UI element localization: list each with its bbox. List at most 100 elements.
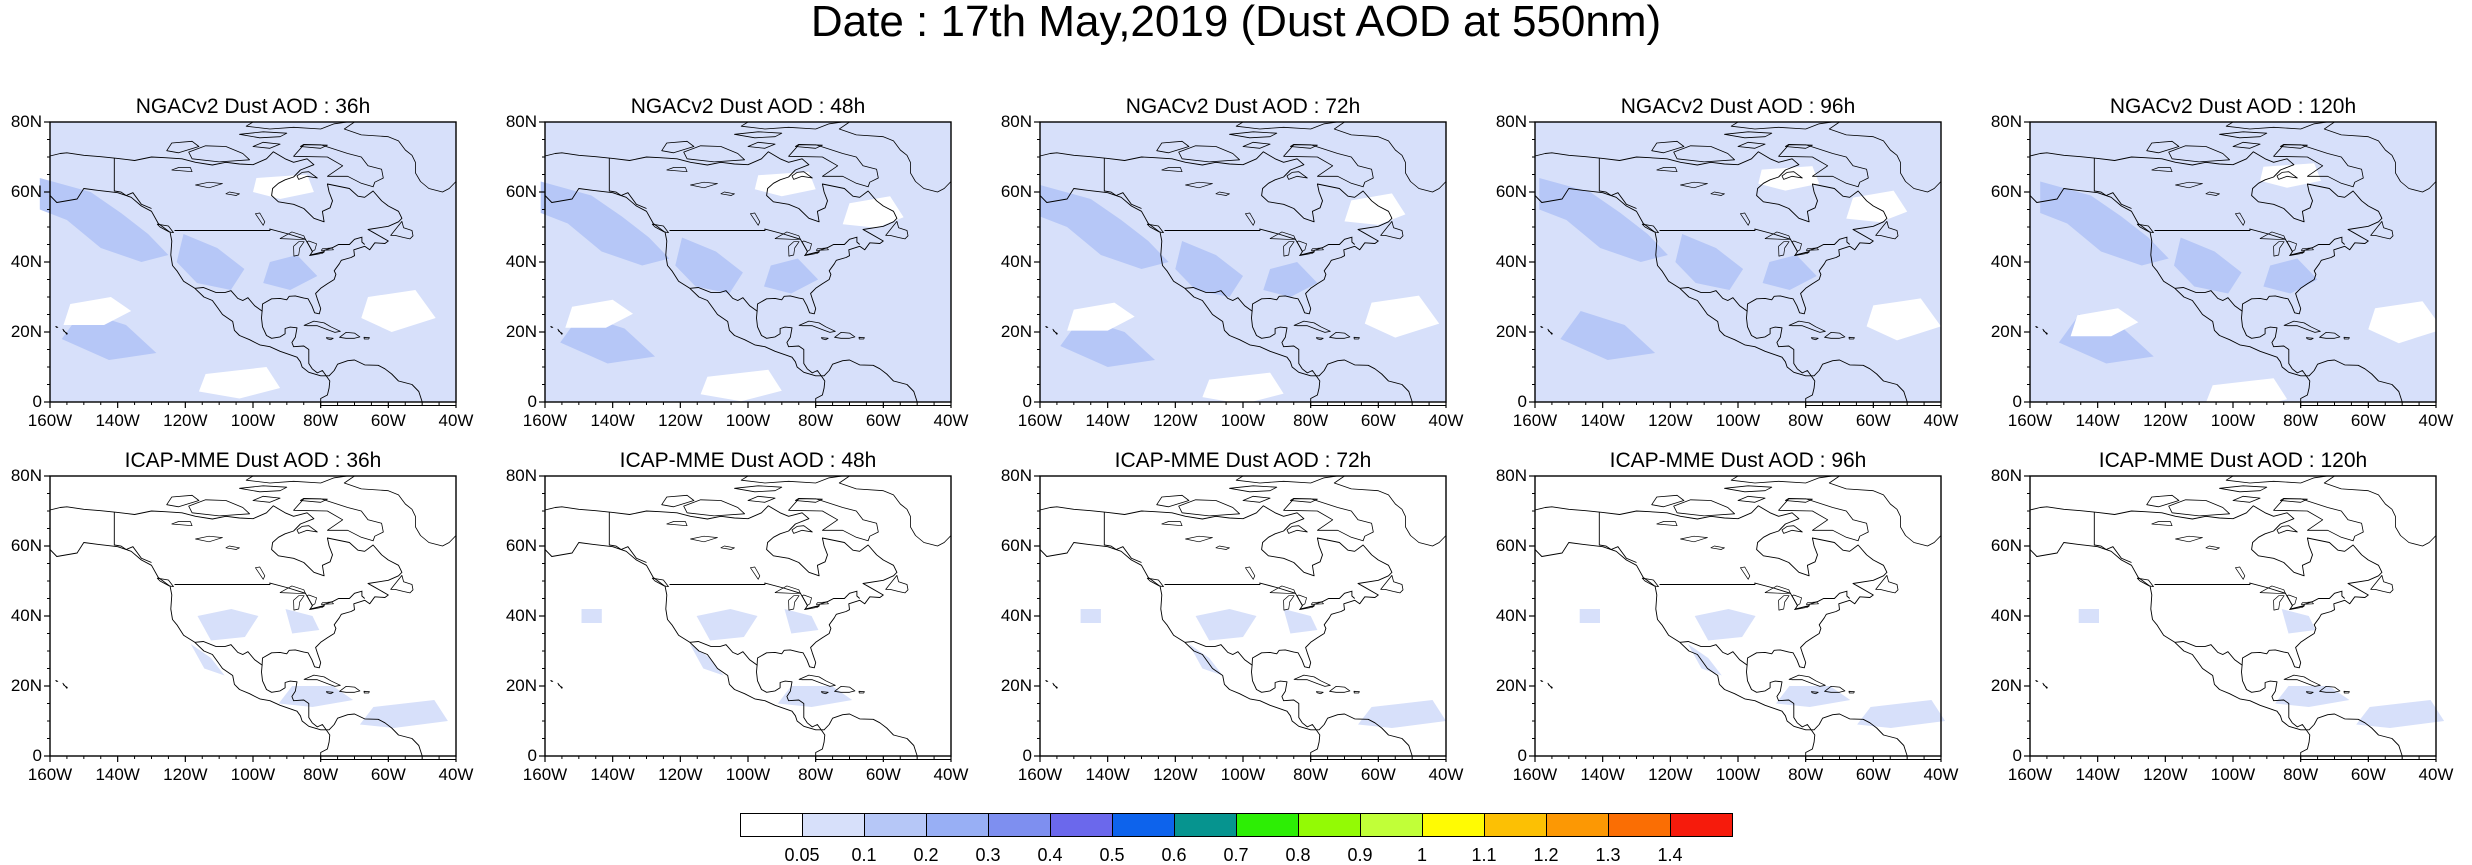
island-outline (1235, 475, 1339, 484)
lon-tick-label: 100W (1220, 411, 1266, 430)
lon-tick-label: 140W (1085, 765, 1130, 784)
lake-outline (1778, 595, 1790, 611)
coastline (1039, 151, 1447, 406)
lon-tick-label: 60W (1855, 411, 1891, 430)
lat-tick-label: 60N (1990, 536, 2022, 555)
island-outline (2279, 143, 2308, 149)
lat-tick-label: 60N (1495, 536, 1527, 555)
island-outline (2283, 320, 2321, 333)
colorbar-label: 0.7 (1223, 845, 1249, 865)
colorbar-swatch (1360, 813, 1423, 837)
island-outline (325, 691, 334, 695)
island-outline (820, 691, 829, 695)
lake-outline (788, 241, 800, 257)
aod-clear-region (253, 174, 314, 199)
lake-outline (720, 545, 735, 550)
panel-title: NGACv2 Dust AOD : 48h (630, 95, 866, 118)
island-outline (1353, 336, 1360, 340)
aod-light-region (1080, 609, 1101, 623)
island-outline (299, 497, 328, 503)
dust-aod-map (1529, 475, 1946, 762)
island-outline (651, 223, 669, 233)
island-outline (2042, 328, 2048, 335)
lon-tick-label: 120W (1153, 765, 1198, 784)
dust-aod-map (44, 475, 457, 762)
island-outline (1156, 140, 1190, 154)
island-outline (62, 682, 68, 689)
border-alaska (1103, 158, 1142, 209)
aod-medium-region (1539, 178, 1668, 262)
island-outline (1315, 337, 1324, 341)
island-outline (2319, 685, 2341, 693)
island-outline (550, 679, 554, 682)
lat-tick-label: 80N (505, 466, 537, 485)
colorbar-label: 0.3 (975, 845, 1001, 865)
lake-outline (2235, 212, 2246, 226)
aod-clear-region (842, 196, 904, 228)
colorbar-swatch (1670, 813, 1733, 837)
lon-tick-label: 80W (303, 765, 339, 784)
island-outline (1156, 494, 1190, 508)
lon-tick-label: 40W (1428, 765, 1464, 784)
lat-tick-label: 40N (10, 252, 42, 271)
island-outline (2168, 499, 2231, 517)
island-outline (2276, 525, 2298, 534)
lon-tick-label: 60W (1360, 411, 1396, 430)
lon-tick-label: 100W (725, 411, 771, 430)
lake-outline (1215, 545, 1230, 550)
island-outline (1286, 525, 1308, 534)
island-outline (791, 171, 813, 180)
island-outline (245, 475, 349, 484)
lon-tick-label: 40W (933, 411, 969, 430)
aod-light-region (777, 686, 853, 707)
island-outline (885, 575, 909, 594)
island-outline (1875, 575, 1899, 594)
island-outline (2232, 141, 2261, 149)
island-outline (188, 145, 251, 163)
colorbar-swatch (926, 813, 989, 837)
border-alaska (2093, 512, 2132, 563)
border-us-canada (2154, 582, 2345, 610)
aod-medium-region (1175, 241, 1243, 297)
island-outline (2343, 336, 2350, 340)
lon-tick-label: 60W (370, 411, 406, 430)
island-outline (2370, 575, 2394, 594)
lon-tick-label: 80W (1293, 765, 1329, 784)
lake-outline (1656, 521, 1678, 527)
island-outline (1242, 141, 1271, 149)
island-outline (2168, 145, 2231, 163)
border-us-mexico (1185, 641, 1253, 666)
island-outline (858, 336, 865, 340)
island-outline (296, 171, 318, 180)
aod-medium-region (1560, 311, 1656, 360)
aod-light-region (1775, 686, 1851, 707)
lake-outline (788, 595, 800, 611)
lon-tick-label: 60W (2350, 765, 2386, 784)
colorbar-swatch (864, 813, 927, 837)
island-outline (1289, 143, 1318, 149)
colorbar-label: 1 (1416, 845, 1428, 865)
island-outline (303, 320, 341, 333)
lon-tick-label: 80W (798, 411, 834, 430)
island-outline (299, 143, 328, 149)
lake-outline (1161, 167, 1183, 173)
island-outline (1651, 494, 1685, 508)
island-outline (156, 223, 174, 233)
island-outline (791, 525, 813, 534)
lon-tick-label: 100W (2210, 765, 2256, 784)
island-outline (1788, 320, 1826, 333)
lake-outline (225, 191, 240, 196)
lake-outline (2205, 191, 2220, 196)
aod-medium-region (176, 234, 245, 290)
map-panel: NGACv2 Dust AOD : 36h 80N 60N 40N 20N 0 160W 14… (11, 96, 474, 430)
island-outline (1540, 679, 1544, 682)
island-outline (1641, 577, 1659, 587)
island-outline (2035, 325, 2039, 328)
island-outline (2305, 691, 2314, 695)
lon-tick-label: 60W (1855, 765, 1891, 784)
map-panel: NGACv2 Dust AOD : 120h 80N 60N 40N 20N 0 160W 1… (1991, 96, 2454, 430)
island-outline (651, 577, 669, 587)
lake-outline (1778, 241, 1790, 257)
lat-tick-label: 60N (505, 536, 537, 555)
lon-tick-label: 160W (1017, 765, 1063, 784)
